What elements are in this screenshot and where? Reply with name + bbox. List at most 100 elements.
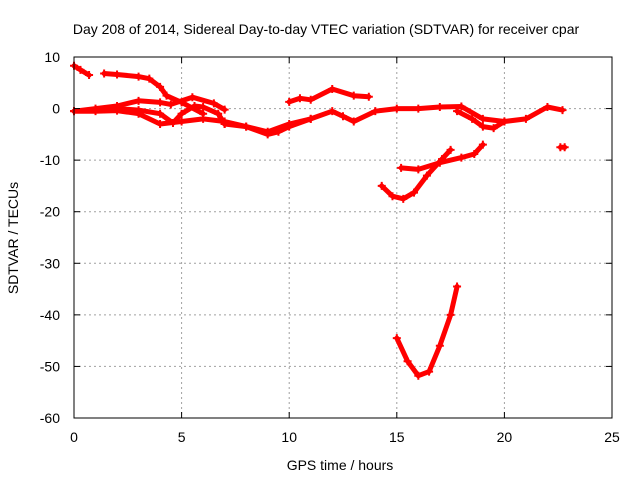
data-point — [209, 99, 218, 108]
data-point — [100, 69, 109, 78]
data-point — [349, 117, 358, 126]
data-point — [76, 65, 85, 74]
series-s5 — [113, 101, 229, 129]
data-point — [156, 82, 165, 91]
data-point — [349, 91, 358, 100]
series-s6 — [220, 114, 315, 136]
data-point — [156, 98, 165, 107]
data-point — [113, 70, 122, 79]
y-axis-label: SDTVAR / TECUs — [5, 182, 21, 294]
series-s9 — [377, 145, 455, 203]
data-point — [156, 109, 165, 118]
plot-frame — [73, 56, 613, 419]
data-point — [306, 95, 315, 104]
data-point — [166, 100, 175, 109]
data-point — [188, 93, 197, 102]
chart-title: Day 208 of 2014, Sidereal Day-to-day VTE… — [73, 21, 580, 37]
data-point — [134, 72, 143, 81]
data-point — [295, 94, 304, 103]
data-point — [199, 103, 208, 112]
x-tick-labels: 0 5 10 15 20 25 — [70, 429, 620, 445]
data-point — [410, 188, 419, 197]
data-point — [177, 109, 186, 118]
data-point — [263, 127, 272, 136]
y-tick-label: -20 — [40, 204, 60, 220]
data-point — [403, 357, 412, 366]
x-tick-label: 15 — [389, 429, 405, 445]
data-point — [453, 107, 462, 116]
data-point — [220, 105, 229, 114]
data-point — [145, 74, 154, 83]
series-s1 — [70, 61, 94, 80]
series-s7 — [285, 84, 373, 106]
data-point — [214, 109, 223, 118]
y-tick-label: -60 — [40, 410, 60, 426]
data-point — [435, 103, 444, 112]
data-point — [113, 104, 122, 113]
data-point — [457, 102, 466, 111]
series-s4 — [70, 102, 567, 139]
data-point — [285, 97, 294, 106]
data-point — [397, 163, 406, 172]
data-point — [470, 149, 479, 158]
y-tick-label: -10 — [40, 152, 60, 168]
data-point — [168, 119, 177, 128]
data-point — [478, 122, 487, 131]
data-point — [134, 96, 143, 105]
data-point — [156, 120, 165, 129]
data-point — [285, 120, 294, 129]
data-point — [162, 91, 171, 100]
data-point — [478, 114, 487, 123]
x-axis-label: GPS time / hours — [287, 457, 394, 473]
data-point — [521, 114, 530, 123]
data-point — [339, 112, 347, 121]
data-point — [392, 104, 401, 113]
series-s12 — [556, 143, 569, 152]
data-point — [190, 101, 199, 110]
data-point — [457, 153, 466, 162]
data-point — [199, 114, 208, 123]
data-point — [242, 122, 251, 131]
series-line — [379, 147, 454, 202]
data-point — [134, 106, 143, 115]
data-point — [468, 114, 477, 123]
series-s10 — [397, 140, 487, 174]
x-tick-label: 0 — [70, 429, 78, 445]
data-point — [328, 84, 337, 93]
y-tick-label: 10 — [44, 49, 60, 65]
y-tick-label: 0 — [52, 101, 60, 117]
x-tick-label: 10 — [281, 429, 297, 445]
series-line — [394, 284, 460, 379]
data-point — [558, 106, 567, 115]
data-point — [543, 103, 552, 112]
data-point — [388, 192, 397, 201]
data-series — [70, 61, 569, 380]
y-tick-label: -40 — [40, 307, 60, 323]
data-point — [560, 143, 569, 152]
y-tick-labels: -60 -50 -40 -30 -20 -10 0 10 — [40, 49, 60, 426]
data-point — [414, 371, 423, 380]
data-point — [435, 158, 444, 167]
data-point — [85, 71, 94, 80]
data-point — [453, 282, 462, 291]
y-tick-label: -50 — [40, 358, 60, 374]
data-point — [364, 92, 373, 101]
x-tick-label: 20 — [497, 429, 513, 445]
y-tick-label: -30 — [40, 255, 60, 271]
data-point — [446, 310, 455, 319]
data-point — [177, 117, 186, 126]
data-point — [306, 114, 315, 123]
data-point — [377, 181, 386, 190]
series-s11 — [392, 282, 462, 380]
data-point — [422, 171, 431, 180]
data-point — [91, 107, 100, 116]
data-point — [328, 107, 337, 116]
data-point — [500, 117, 509, 126]
x-tick-label: 5 — [178, 429, 186, 445]
tick-marks — [73, 56, 613, 419]
data-point — [392, 334, 401, 343]
data-point — [220, 120, 229, 129]
data-point — [371, 107, 380, 116]
data-point — [414, 104, 423, 113]
